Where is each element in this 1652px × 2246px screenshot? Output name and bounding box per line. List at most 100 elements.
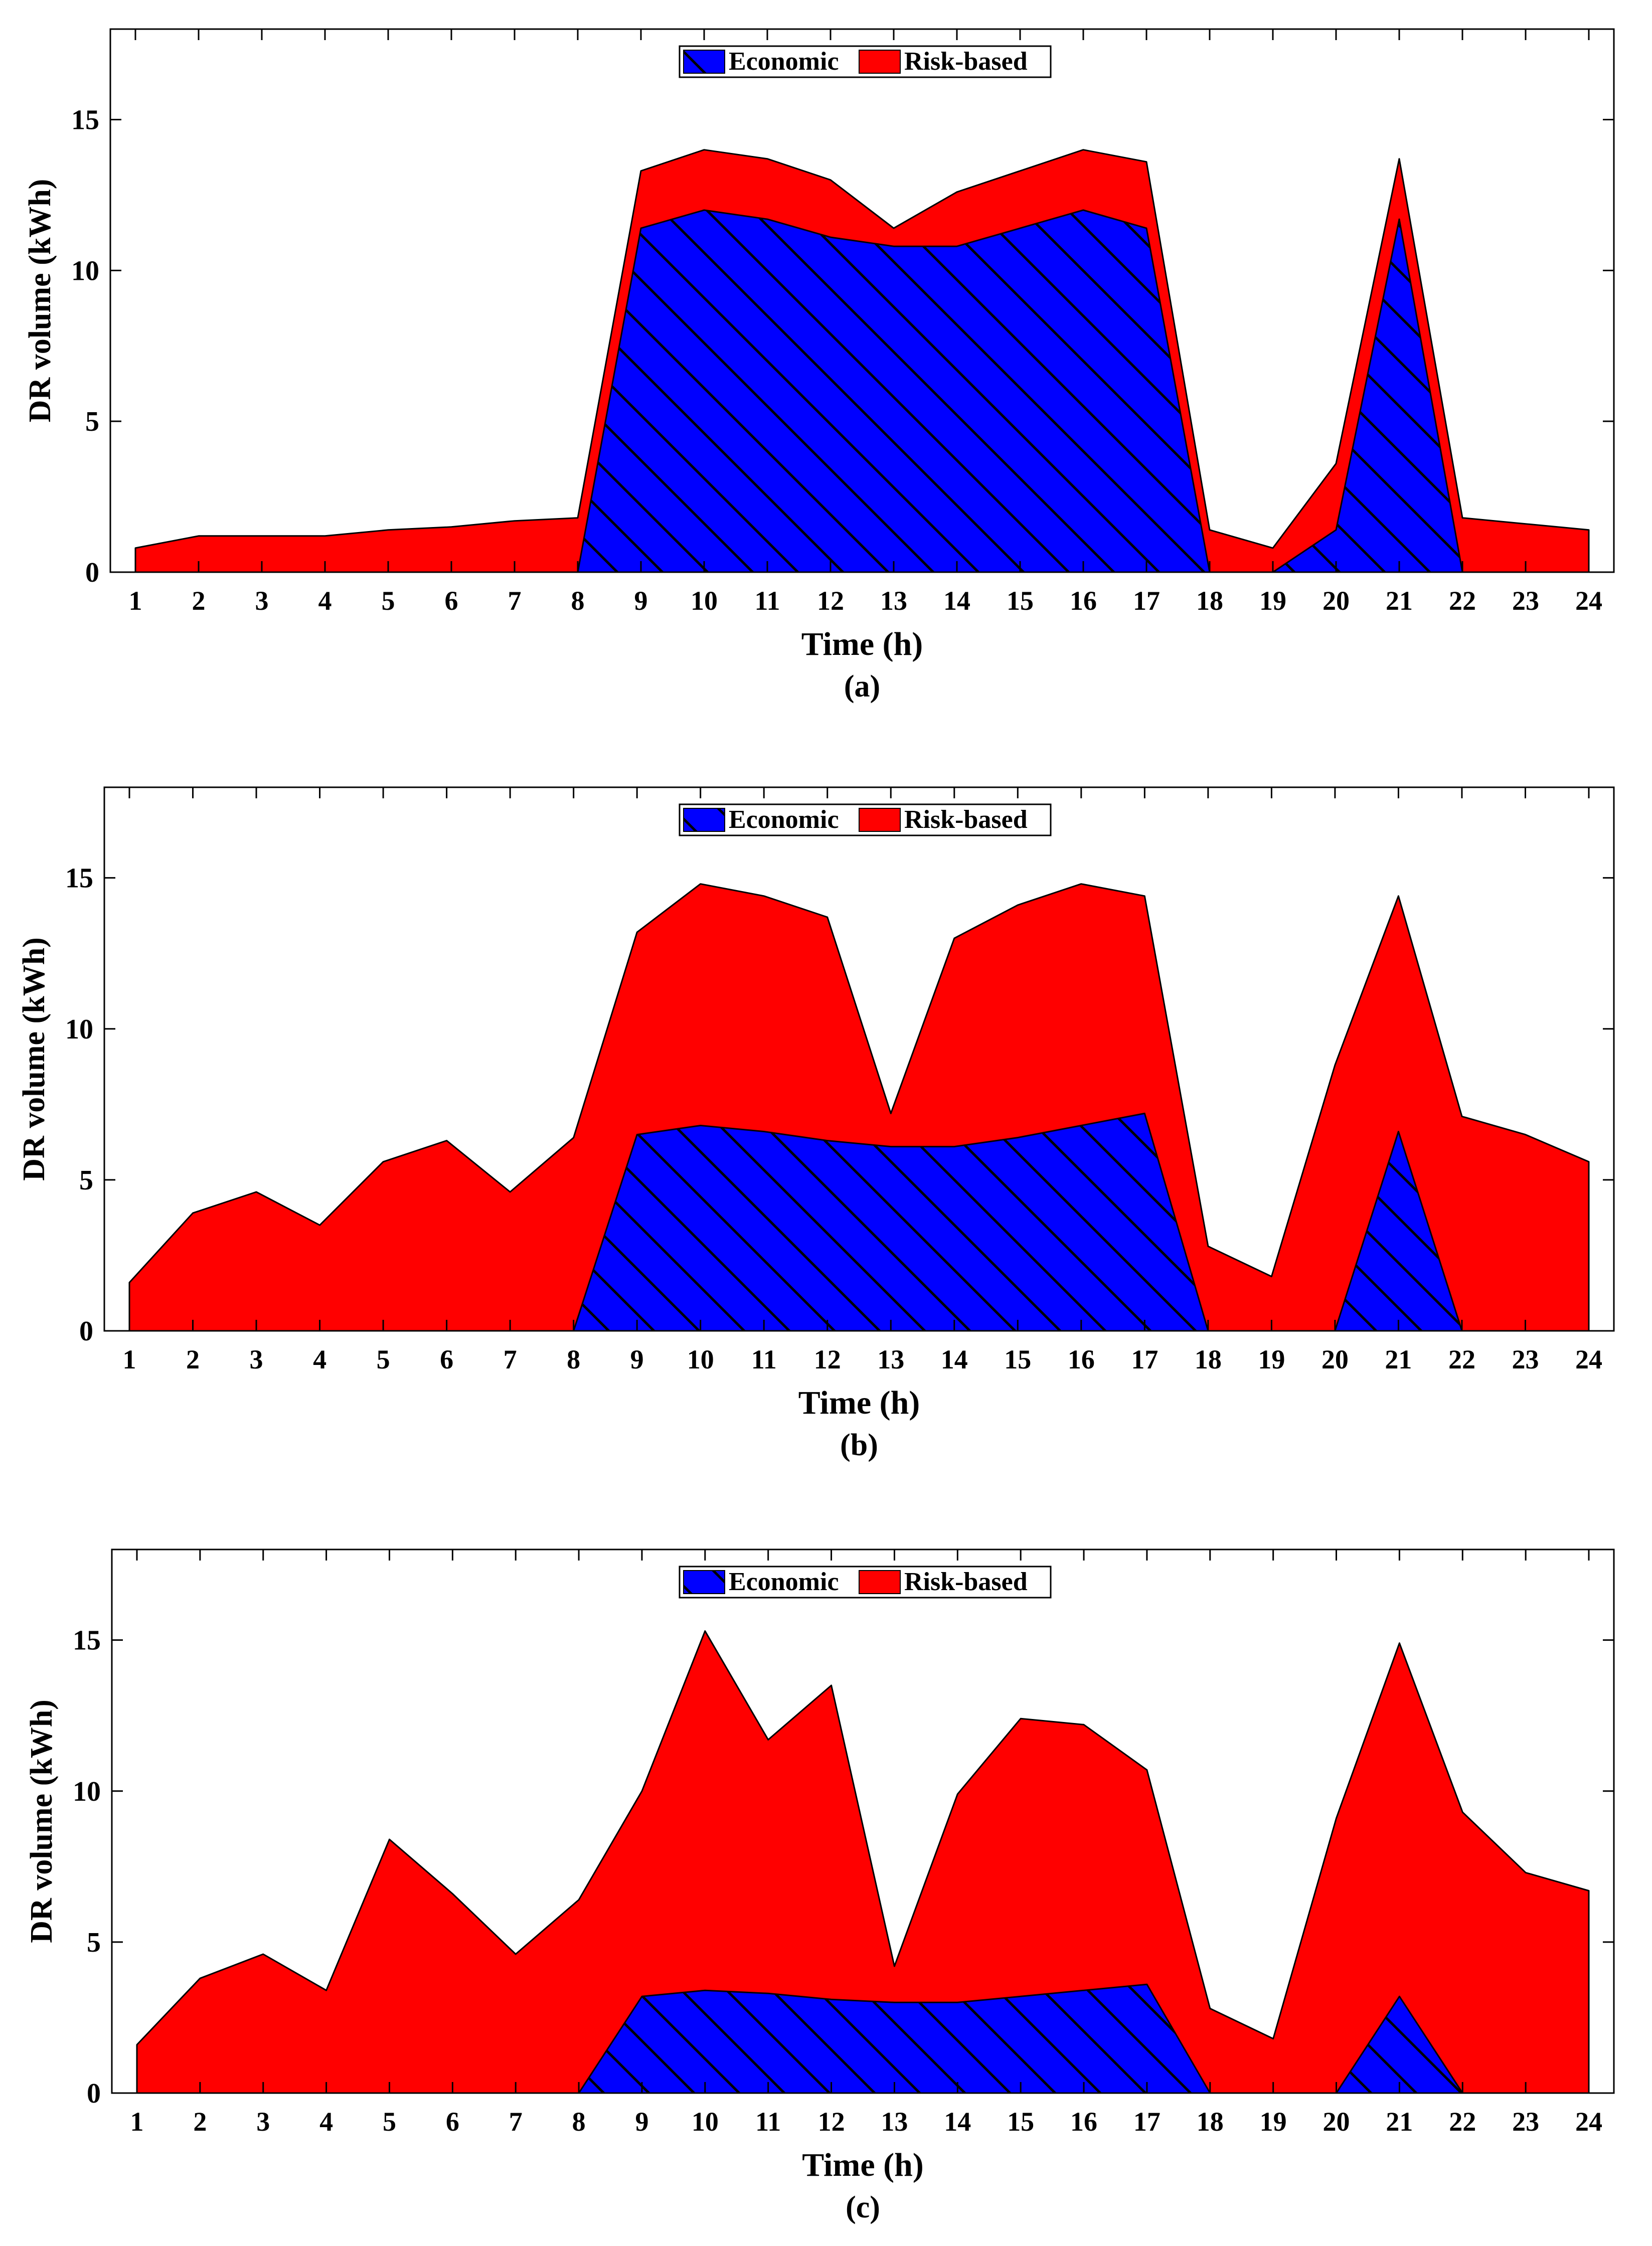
x-tick-label: 6 [445, 586, 458, 616]
x-tick-label: 10 [687, 1344, 714, 1374]
x-tick-label: 24 [1575, 586, 1602, 616]
x-tick-label: 3 [250, 1344, 263, 1374]
x-tick-label: 16 [1070, 586, 1097, 616]
legend-swatch-risk-based [859, 1570, 901, 1594]
x-tick-label: 10 [691, 586, 718, 616]
x-tick-label: 5 [382, 586, 395, 616]
x-tick-label: 23 [1512, 2107, 1539, 2137]
x-tick-label: 20 [1321, 1344, 1349, 1374]
y-tick-label: 0 [87, 2078, 101, 2109]
chart-panel-b: 1 2 3 4 5 6 7 8 9 10 11 12 13 14 15 16 17 18 19 20 21 22 23 240… [17, 786, 1615, 1462]
axes-box [109, 28, 1615, 573]
x-tick-label: 23 [1512, 586, 1539, 616]
legend-swatch-economic [683, 1570, 725, 1594]
x-tick-label: 18 [1197, 2107, 1224, 2137]
x-tick-label: 8 [572, 2107, 586, 2137]
chart-panel-a: 1 2 3 4 5 6 7 8 9 10 11 12 13 14 15 16 17 18 19 20 21 22 23 240… [23, 28, 1615, 704]
x-tick-label: 9 [634, 586, 648, 616]
x-tick-label: 4 [313, 1344, 326, 1374]
legend-label-risk-based: Risk-based [904, 47, 1028, 76]
legend-label-economic: Economic [729, 1568, 839, 1596]
x-tick-label: 3 [255, 586, 269, 616]
x-tick-label: 12 [817, 586, 844, 616]
y-axis-label: DR volume (kWh) [17, 937, 51, 1181]
x-tick-label: 22 [1449, 586, 1476, 616]
y-axis-label: DR volume (kWh) [23, 179, 57, 423]
x-tick-label: 8 [567, 1344, 580, 1374]
x-tick-label: 22 [1448, 1344, 1475, 1374]
y-axis-label: DR volume (kWh) [25, 1699, 59, 1943]
x-tick-label: 17 [1133, 2107, 1161, 2137]
y-tick-label: 15 [65, 863, 93, 894]
x-tick-label: 11 [754, 586, 780, 616]
x-tick-label: 1 [123, 1344, 136, 1374]
y-tick-label: 15 [71, 105, 99, 136]
x-tick-label: 16 [1068, 1344, 1095, 1374]
legend-label-economic: Economic [729, 805, 839, 834]
x-tick-label: 2 [186, 1344, 200, 1374]
legend-label-risk-based: Risk-based [904, 805, 1028, 834]
x-tick-label: 2 [192, 586, 206, 616]
legend-swatch-risk-based [859, 50, 901, 74]
x-tick-label: 19 [1259, 586, 1286, 616]
panel-caption: (a) [844, 669, 880, 704]
x-tick-label: 15 [1007, 586, 1034, 616]
panel-caption: (b) [840, 1428, 878, 1462]
x-tick-label: 20 [1323, 2107, 1350, 2137]
x-tick-label: 22 [1449, 2107, 1476, 2137]
y-tick-label: 10 [65, 1014, 93, 1045]
x-tick-label: 2 [193, 2107, 207, 2137]
y-tick-label: 5 [85, 406, 99, 437]
x-tick-label: 13 [877, 1344, 904, 1374]
x-axis-label: Time (h) [801, 626, 923, 662]
x-tick-label: 21 [1385, 1344, 1412, 1374]
x-tick-label: 18 [1195, 1344, 1222, 1374]
legend-label-risk-based: Risk-based [904, 1568, 1028, 1596]
x-tick-label: 19 [1258, 1344, 1285, 1374]
x-tick-label: 19 [1260, 2107, 1287, 2137]
x-tick-label: 5 [377, 1344, 390, 1374]
panel-caption: (c) [846, 2190, 880, 2224]
x-tick-label: 11 [755, 2107, 781, 2137]
legend: Economic Risk-based [679, 1566, 1052, 1599]
x-tick-label: 13 [880, 586, 907, 616]
x-tick-label: 14 [944, 2107, 971, 2137]
x-tick-label: 21 [1386, 2107, 1413, 2137]
x-tick-label: 23 [1512, 1344, 1539, 1374]
x-tick-label: 11 [751, 1344, 777, 1374]
y-tick-label: 10 [73, 1776, 101, 1807]
x-tick-label: 9 [630, 1344, 644, 1374]
y-tick-label: 5 [87, 1927, 101, 1958]
y-tick-label: 10 [71, 255, 99, 286]
x-tick-label: 15 [1007, 2107, 1034, 2137]
x-tick-label: 16 [1070, 2107, 1097, 2137]
x-tick-label: 1 [129, 586, 142, 616]
x-tick-label: 4 [318, 586, 332, 616]
x-tick-label: 17 [1133, 586, 1160, 616]
x-tick-label: 4 [319, 2107, 333, 2137]
chart-panel-c: 1 2 3 4 5 6 7 8 9 10 11 12 13 14 15 16 17 18 19 20 21 22 23 240… [25, 1548, 1615, 2224]
x-tick-label: 7 [509, 2107, 523, 2137]
x-tick-label: 15 [1004, 1344, 1031, 1374]
x-tick-label: 1 [130, 2107, 144, 2137]
x-tick-label: 7 [508, 586, 522, 616]
x-tick-label: 17 [1131, 1344, 1158, 1374]
x-tick-label: 3 [256, 2107, 270, 2137]
x-axis-label: Time (h) [802, 2147, 924, 2183]
x-tick-label: 24 [1575, 1344, 1602, 1374]
x-tick-label: 6 [446, 2107, 459, 2137]
x-tick-label: 18 [1196, 586, 1223, 616]
x-tick-label: 5 [383, 2107, 396, 2137]
x-tick-label: 12 [814, 1344, 841, 1374]
x-axis-label: Time (h) [798, 1385, 920, 1421]
x-tick-label: 21 [1386, 586, 1413, 616]
axes-box [111, 1548, 1615, 2094]
legend-swatch-economic [683, 50, 725, 74]
x-tick-label: 20 [1323, 586, 1350, 616]
x-tick-label: 14 [943, 586, 970, 616]
legend: Economic Risk-based [679, 803, 1052, 836]
axes-box [103, 786, 1615, 1332]
risk-based-area [136, 1630, 1590, 2094]
x-tick-label: 12 [818, 2107, 845, 2137]
